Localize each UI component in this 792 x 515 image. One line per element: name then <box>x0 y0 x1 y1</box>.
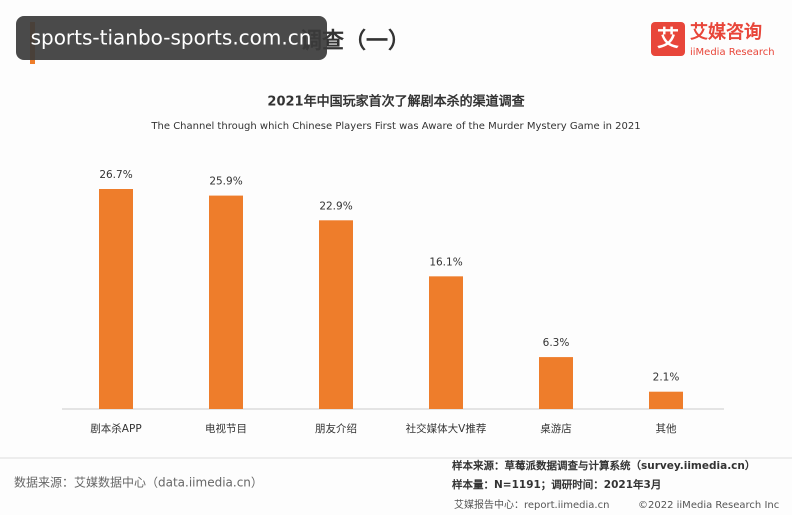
sample-size: 样本量：N=1191；调研时间：2021年3月 <box>452 478 661 491</box>
watermark: sports-tianbo-sports.com.cn <box>31 26 312 50</box>
x-tick-label: 电视节目 <box>205 422 247 435</box>
bar <box>649 391 683 409</box>
logo-icon <box>651 22 685 56</box>
value-label: 25.9% <box>209 176 242 188</box>
bar <box>539 357 573 409</box>
bar <box>319 220 353 409</box>
value-label: 6.3% <box>543 337 570 349</box>
x-tick-label: 剧本杀APP <box>90 422 141 435</box>
value-label: 22.9% <box>319 200 352 212</box>
bar <box>99 189 133 409</box>
x-tick-label: 社交媒体大V推荐 <box>406 422 487 435</box>
copyright: ©2022 iiMedia Research Inc <box>638 500 779 511</box>
x-tick-label: 桌游店 <box>540 422 572 435</box>
logo-sub: iiMedia Research <box>690 47 775 58</box>
value-label: 16.1% <box>429 256 462 268</box>
value-label: 26.7% <box>99 169 132 181</box>
logo: 艾媒咨询 <box>690 21 762 43</box>
x-tick-label: 朋友介绍 <box>315 422 357 435</box>
chart-title: 2021年中国玩家首次了解剧本杀的渠道调查 <box>267 94 525 110</box>
sample-source: 样本来源：草莓派数据调查与计算系统（survey.iimedia.cn） <box>452 459 755 472</box>
bar <box>209 195 243 409</box>
watermark-box <box>16 16 327 60</box>
chart-subtitle: The Channel through which Chinese Player… <box>150 121 640 132</box>
logo-icon-text: 艾 <box>657 27 679 52</box>
source: 数据来源：艾媒数据中心（data.iimedia.cn） <box>14 475 263 490</box>
bar <box>429 276 463 409</box>
value-label: 2.1% <box>653 372 680 384</box>
x-tick-label: 其他 <box>656 422 677 435</box>
report-center: 艾媒报告中心：report.iimedia.cn <box>454 498 609 511</box>
